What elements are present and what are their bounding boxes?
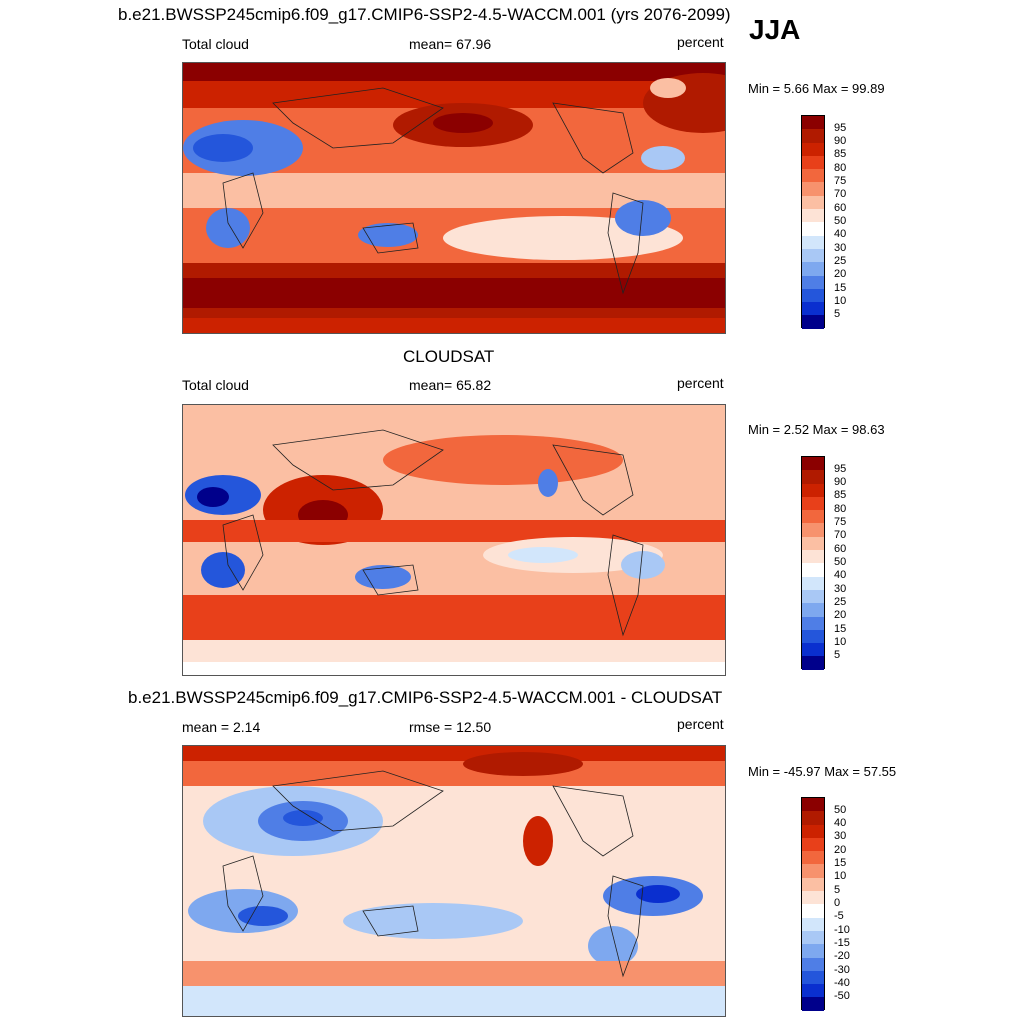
colorbar-tick-label: 40 <box>834 228 847 241</box>
colorbar-tick-label: 30 <box>834 830 847 843</box>
panel-obs-mean-label: mean= 65.82 <box>409 377 492 393</box>
colorbar-tick-label: 15 <box>834 622 847 635</box>
panel-obs-title: CLOUDSAT <box>403 347 495 366</box>
colorbar-tick-label: 0 <box>834 897 841 909</box>
colorbar-tick-label: 50 <box>834 556 847 568</box>
panel-diff-title: b.e21.BWSSP245cmip6.f09_g17.CMIP6-SSP2-4… <box>128 688 723 707</box>
colorbar-tick-label: -40 <box>834 976 850 989</box>
model-contour-map <box>183 63 725 333</box>
panel-diff-minmax-label: Min = -45.97 Max = 57.55 <box>748 764 897 779</box>
colorbar-tick-label: 60 <box>834 201 847 214</box>
colorbar-tick-label: 75 <box>834 516 847 529</box>
colorbar-tick-label: 50 <box>834 803 847 816</box>
colorbar-tick-label: 15 <box>834 281 847 294</box>
panel-model-map <box>182 62 726 334</box>
panel-obs-units-label: percent <box>677 375 724 391</box>
panel-diff-units-label: percent <box>677 716 724 732</box>
colorbar-tick-label: 15 <box>834 857 847 870</box>
colorbar-tick-label: 25 <box>834 254 847 267</box>
panel-obs-map <box>182 404 726 676</box>
colorbar-tick-label: 10 <box>834 870 847 883</box>
colorbar-tick-label: -30 <box>834 963 850 976</box>
panel-obs-colorbar <box>801 456 825 670</box>
colorbar-tick-label: 95 <box>834 121 847 134</box>
colorbar-tick-label: 10 <box>834 294 847 307</box>
panel-model-minmax-label: Min = 5.66 Max = 99.89 <box>748 81 885 96</box>
panel-model-title: b.e21.BWSSP245cmip6.f09_g17.CMIP6-SSP2-4… <box>118 5 731 24</box>
panel-diff-mean-label: mean = 2.14 <box>182 719 261 735</box>
colorbar-tick-label: 5 <box>834 308 841 321</box>
colorbar-tick-label: -5 <box>834 910 844 923</box>
panel-diff-map <box>182 745 726 1017</box>
panel-model-variable-label: Total cloud <box>182 36 249 52</box>
colorbar-tick-label: 30 <box>834 241 847 254</box>
colorbar-tick-label: 85 <box>834 148 847 161</box>
colorbar-tick-label: 10 <box>834 635 847 648</box>
colorbar-tick-label: 60 <box>834 542 847 555</box>
colorbar-tick-label: 90 <box>834 476 847 489</box>
panel-obs-variable-label: Total cloud <box>182 377 249 393</box>
panel-diff-rmse-label: rmse = 12.50 <box>409 719 492 735</box>
colorbar-tick-label: -10 <box>834 923 850 936</box>
colorbar-tick-label: 75 <box>834 175 847 188</box>
colorbar-tick-label: 20 <box>834 268 847 281</box>
colorbar-tick-label: 80 <box>834 161 847 174</box>
colorbar-tick-label: -15 <box>834 936 850 949</box>
season-label: JJA <box>749 14 801 45</box>
colorbar-tick-label: 5 <box>834 649 841 662</box>
colorbar-tick-label: 40 <box>834 569 847 582</box>
colorbar-tick-label: 70 <box>834 529 847 542</box>
colorbar-tick-label: 25 <box>834 595 847 608</box>
diff-contour-map <box>183 746 725 1016</box>
colorbar-tick-label: 95 <box>834 462 847 475</box>
colorbar-tick-label: 90 <box>834 135 847 148</box>
colorbar-tick-label: 20 <box>834 609 847 622</box>
panel-diff-colorbar <box>801 797 825 1011</box>
colorbar-tick-label: 50 <box>834 215 847 227</box>
colorbar-tick-label: -50 <box>834 990 850 1003</box>
colorbar-tick-label: -20 <box>834 950 850 963</box>
panel-model-colorbar <box>801 115 825 329</box>
colorbar-tick-label: 70 <box>834 188 847 201</box>
colorbar-tick-label: 40 <box>834 817 847 830</box>
colorbar-tick-label: 5 <box>834 883 841 896</box>
colorbar-tick-label: 30 <box>834 582 847 595</box>
colorbar-tick-label: 20 <box>834 843 847 856</box>
panel-obs-minmax-label: Min = 2.52 Max = 98.63 <box>748 422 885 437</box>
colorbar-tick-label: 80 <box>834 502 847 515</box>
colorbar-tick-label: 85 <box>834 489 847 502</box>
panel-model-units-label: percent <box>677 34 724 50</box>
obs-contour-map <box>183 405 725 675</box>
panel-model-mean-label: mean= 67.96 <box>409 36 492 52</box>
